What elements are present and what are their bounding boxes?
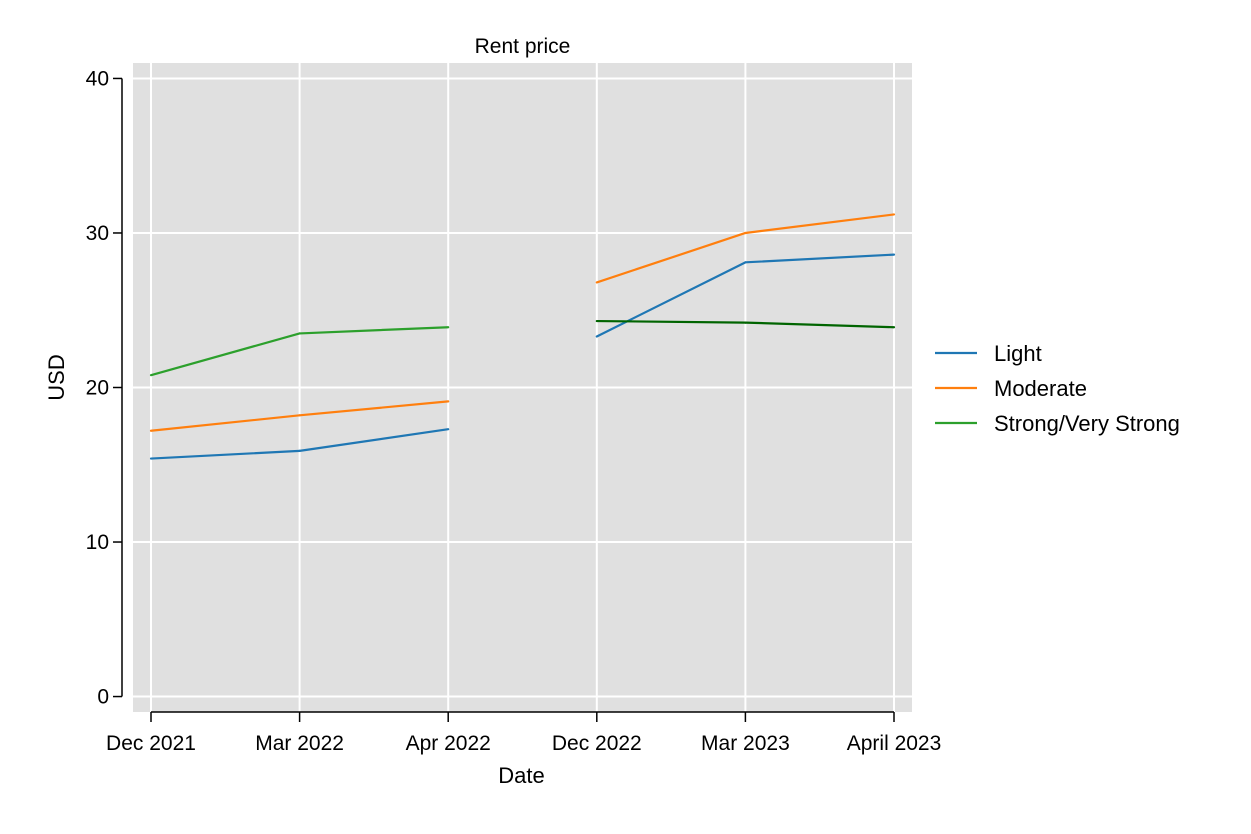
y-tick-label: 10 (86, 531, 109, 554)
x-tick-label: Mar 2022 (255, 732, 344, 755)
y-tick-label: 0 (97, 686, 109, 709)
series-segment-moderate (298, 400, 450, 417)
series-segment-moderate (744, 213, 896, 235)
series-lines (149, 213, 896, 460)
series-segment-moderate (149, 414, 301, 432)
x-tick-label: April 2023 (847, 732, 942, 755)
x-axis-label: Date (498, 763, 544, 788)
series-segment-strong-very-strong (298, 326, 450, 335)
series-segment-light (298, 428, 450, 452)
y-tick-label: 40 (86, 67, 109, 90)
legend-label: Moderate (994, 376, 1087, 401)
axes: 0 10 20 30 40 Dec 2021 Mar 2022 Apr 2022 Dec 202… (86, 67, 942, 755)
y-tick-label: 30 (86, 222, 109, 245)
x-tick-label: Apr 2022 (406, 732, 491, 755)
chart-title: Rent price (475, 35, 571, 58)
series-segment-strong-very-strong (744, 321, 896, 329)
y-axis-label: USD (44, 354, 69, 400)
series-segment-moderate (595, 231, 747, 284)
series-segment-light (149, 449, 301, 460)
series-segment-light (595, 261, 747, 338)
series-segment-light (744, 253, 896, 264)
legend-label: Strong/Very Strong (994, 411, 1180, 436)
gridlines (133, 63, 912, 712)
series-segment-strong-very-strong (149, 332, 301, 377)
x-tick-label: Mar 2023 (701, 732, 790, 755)
legend-label: Light (994, 341, 1042, 366)
x-tick-label: Dec 2022 (552, 732, 642, 755)
y-tick-label: 20 (86, 377, 109, 400)
series-segment-strong-very-strong (595, 319, 747, 324)
x-tick-label: Dec 2021 (106, 732, 196, 755)
legend: Light Moderate Strong/Very Strong (935, 341, 1180, 436)
